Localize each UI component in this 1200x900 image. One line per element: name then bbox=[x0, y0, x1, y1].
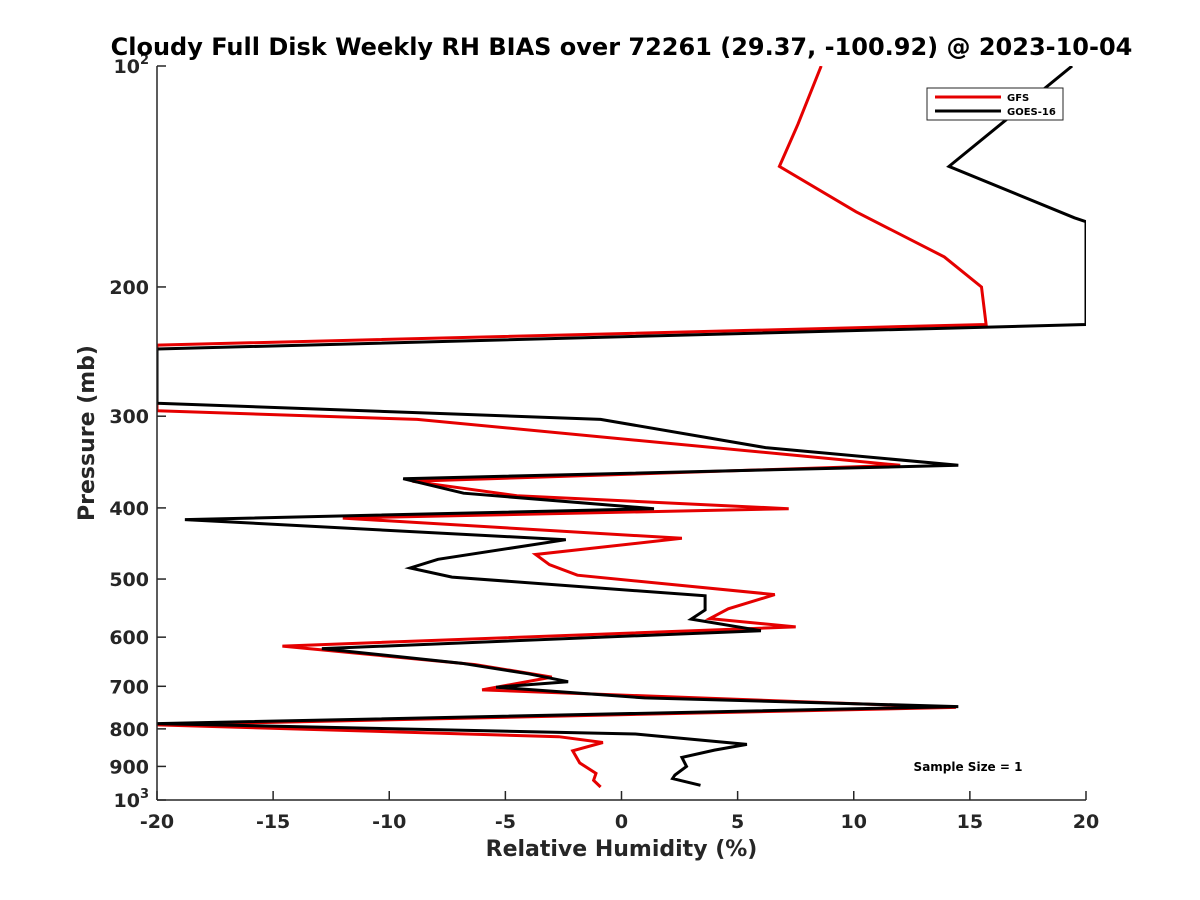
y-tick-label: 103 bbox=[114, 787, 150, 812]
legend-label-gfs: GFS bbox=[1007, 93, 1029, 104]
plot-area bbox=[157, 66, 1086, 800]
y-tick-label: 600 bbox=[109, 627, 149, 649]
x-tick-label: 0 bbox=[615, 811, 628, 833]
y-axis-label: Pressure (mb) bbox=[75, 345, 100, 521]
legend: GFS GOES-16 bbox=[926, 87, 1064, 121]
legend-label-goes-16: GOES-16 bbox=[1007, 107, 1056, 118]
sample-size-annotation: Sample Size = 1 bbox=[914, 760, 1023, 774]
y-tick-label: 400 bbox=[109, 498, 149, 520]
chart-title: Cloudy Full Disk Weekly RH BIAS over 722… bbox=[111, 33, 1133, 61]
x-tick-label: -20 bbox=[140, 811, 174, 833]
series-line-gfs bbox=[157, 66, 988, 789]
x-tick-label: 10 bbox=[841, 811, 867, 833]
x-tick-label: 5 bbox=[731, 811, 744, 833]
x-tick-label: 15 bbox=[957, 811, 983, 833]
y-tick-label: 800 bbox=[109, 719, 149, 741]
x-tick-label: -5 bbox=[495, 811, 516, 833]
legend-box bbox=[926, 87, 1064, 121]
y-tick-label: 300 bbox=[109, 406, 149, 428]
y-tick-label: 200 bbox=[109, 277, 149, 299]
y-tick-label: 900 bbox=[109, 756, 149, 778]
series-line-goes-16 bbox=[157, 66, 1086, 787]
x-tick-label: -10 bbox=[372, 811, 406, 833]
series-layer bbox=[157, 66, 1086, 789]
axes-layer: -20 -15 -10 -5 0 5 10 15 20 102 200 300 400 500 600 700… bbox=[109, 53, 1099, 833]
y-tick-label: 700 bbox=[109, 676, 149, 698]
x-tick-label: -15 bbox=[256, 811, 290, 833]
y-tick-label: 500 bbox=[109, 569, 149, 591]
y-tick-label: 102 bbox=[114, 53, 150, 78]
x-axis-label: Relative Humidity (%) bbox=[486, 837, 758, 862]
x-tick-label: 20 bbox=[1073, 811, 1099, 833]
